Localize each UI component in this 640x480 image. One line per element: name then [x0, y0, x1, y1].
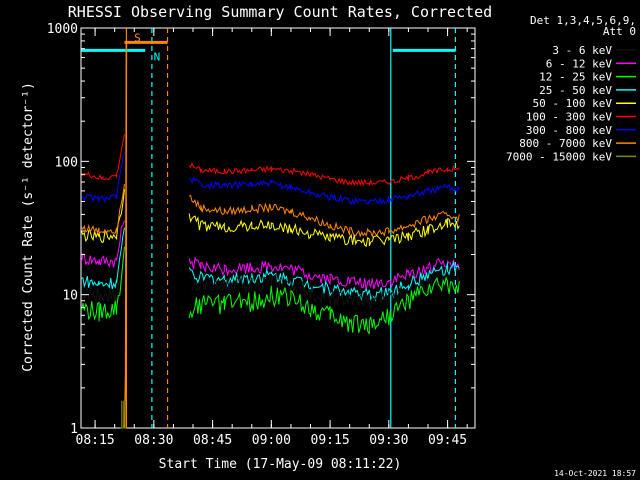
series-layer	[80, 41, 460, 429]
x-tick-label: 08:15	[76, 433, 115, 448]
reference-lines: SN	[81, 28, 457, 428]
series-line-post	[188, 162, 460, 187]
x-tick-label: 08:30	[134, 433, 173, 448]
annotation-label: N	[154, 51, 161, 64]
legend-label: 300 - 800 keV	[526, 124, 612, 137]
legend-label: 100 - 300 keV	[526, 111, 612, 124]
annotation-label: S	[134, 32, 141, 45]
legend-label: 12 - 25 keV	[539, 71, 612, 84]
legend-title: Att 0	[603, 25, 636, 38]
y-tick-label: 100	[55, 155, 78, 170]
legend-title: Det 1,3,4,5,6,9,	[530, 14, 636, 27]
chart-title: RHESSI Observing Summary Count Rates, Co…	[68, 3, 492, 21]
tick-layer: 1 10 100 1000 08:15 08:30 08:45 09:00 09:15 09:30…	[47, 22, 475, 448]
x-tick-label: 09:30	[369, 433, 408, 448]
x-tick-label: 09:15	[311, 433, 350, 448]
y-axis-label: Corrected Count Rate (s⁻¹ detector⁻¹)	[21, 82, 36, 372]
series-line-pre	[81, 151, 125, 204]
legend-label: 800 - 7000 keV	[519, 137, 612, 150]
series-line-pre	[80, 134, 125, 181]
series-line-pre	[81, 227, 125, 290]
series-line-pre	[80, 189, 125, 243]
series-line-post	[188, 194, 460, 239]
legend-label: 50 - 100 keV	[533, 97, 613, 110]
y-tick-label: 1	[70, 422, 78, 437]
y-tick-label: 10	[62, 289, 78, 304]
orange-step-line	[123, 41, 168, 429]
y-tick-label: 1000	[47, 22, 78, 37]
series-line-post	[189, 176, 460, 206]
x-tick-label: 08:45	[193, 433, 232, 448]
series-line-pre	[80, 183, 125, 236]
series-line-post	[188, 256, 460, 291]
series-line-pre	[80, 220, 125, 268]
legend-label: 7000 - 15000 keV	[506, 150, 612, 163]
series-line-post	[188, 213, 460, 248]
plot-border	[80, 27, 476, 429]
series-line-post	[188, 260, 460, 302]
series-line-pre	[81, 139, 128, 303]
x-tick-label: 09:00	[252, 433, 291, 448]
footer-date: 14-Oct-2021 18:57	[554, 469, 636, 478]
plot-frame	[80, 27, 476, 429]
x-axis-label: Start Time (17-May-09 08:11:22)	[159, 457, 402, 472]
series-line-pre	[80, 246, 125, 322]
legend-label: 3 - 6 keV	[552, 44, 612, 57]
legend-label: 6 - 12 keV	[546, 57, 613, 70]
series-line-post	[188, 276, 460, 335]
x-tick-label: 09:45	[428, 433, 467, 448]
legend-label: 25 - 50 keV	[539, 84, 612, 97]
